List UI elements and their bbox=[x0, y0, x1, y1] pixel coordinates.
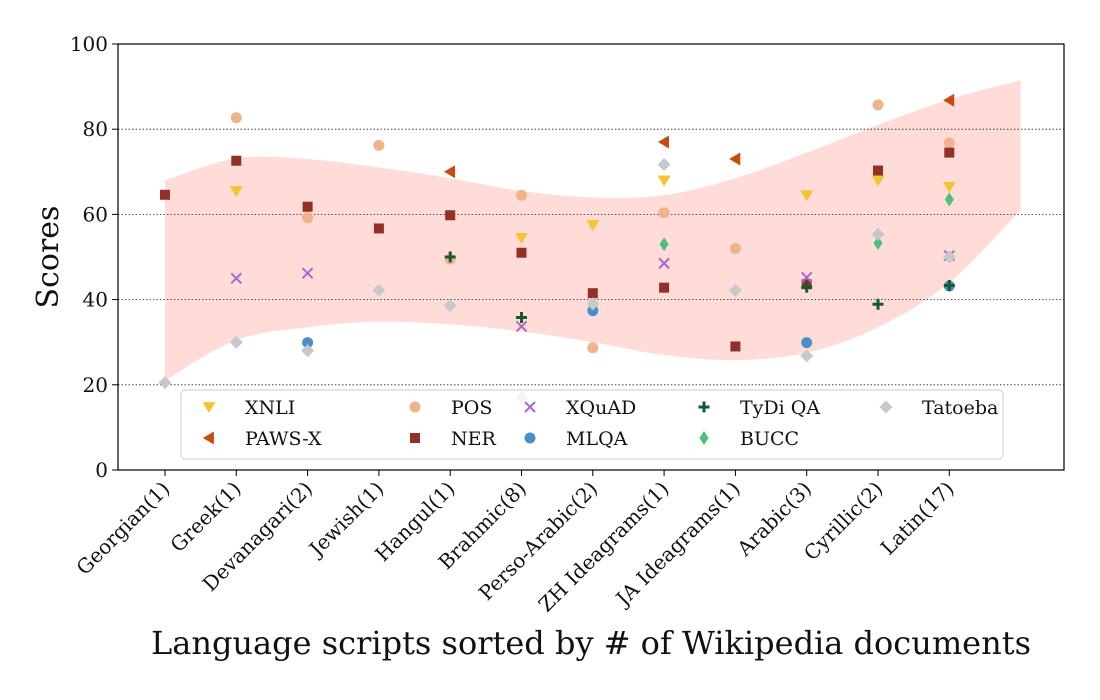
point-ner bbox=[516, 247, 527, 258]
y-tick-label: 60 bbox=[83, 202, 108, 226]
legend-label-ner: NER bbox=[451, 428, 496, 450]
x-axis-label: Language scripts sorted by # of Wikipedi… bbox=[151, 624, 1031, 662]
legend-marker-tatoeba bbox=[879, 400, 893, 414]
point-pos bbox=[729, 242, 741, 254]
legend-marker-ner bbox=[410, 433, 420, 443]
point-ner bbox=[373, 223, 384, 234]
point-xquad bbox=[800, 271, 813, 284]
point-tatoeba bbox=[443, 299, 457, 313]
point-xnli bbox=[800, 190, 814, 202]
legend-marker-xquad bbox=[524, 401, 536, 413]
point-mlqa bbox=[587, 305, 599, 317]
point-ner bbox=[944, 147, 955, 158]
point-xquad bbox=[230, 272, 243, 285]
point-tydi-qa bbox=[444, 251, 456, 263]
point-tydi-qa bbox=[801, 281, 813, 293]
point-xnli bbox=[871, 175, 885, 187]
legend-marker-bucc bbox=[699, 431, 709, 445]
plot-frame bbox=[117, 43, 1065, 471]
point-xnli bbox=[586, 220, 600, 232]
point-tatoeba bbox=[229, 335, 243, 349]
point-pos bbox=[587, 342, 599, 354]
legend-label-xquad: XQuAD bbox=[566, 397, 636, 419]
point-tatoeba bbox=[586, 297, 600, 311]
legend-marker-tydi-qa bbox=[698, 401, 710, 413]
legend-label-tydi-qa: TyDi QA bbox=[740, 397, 820, 419]
x-tick-label: Georgian(1) bbox=[71, 477, 174, 580]
legend-label-mlqa: MLQA bbox=[566, 428, 628, 450]
y-tick-label: 40 bbox=[83, 288, 108, 312]
point-xquad bbox=[658, 257, 670, 270]
y-axis-label: Scores bbox=[31, 206, 66, 309]
point-mlqa bbox=[801, 337, 813, 349]
point-pos bbox=[302, 212, 314, 224]
point-pos bbox=[516, 189, 527, 201]
point-xnli bbox=[657, 175, 671, 187]
legend-marker-pos bbox=[409, 401, 421, 413]
point-tatoeba bbox=[372, 283, 386, 297]
point-ner bbox=[587, 288, 598, 299]
x-tick-label: Latin(17) bbox=[876, 477, 959, 560]
legend-marker-mlqa bbox=[524, 432, 536, 444]
legend: XNLI PAWS-X POS NER XQuAD MLQA TyDi QA BUCC Tato… bbox=[180, 389, 1004, 460]
point-pos bbox=[230, 112, 242, 124]
point-ner bbox=[302, 201, 313, 212]
legend-label-xnli: XNLI bbox=[245, 397, 295, 419]
point-ner bbox=[730, 341, 741, 352]
legend-label-pos: POS bbox=[451, 397, 492, 419]
point-bucc bbox=[873, 235, 883, 250]
point-ner bbox=[231, 155, 242, 166]
point-tydi-qa bbox=[943, 280, 955, 292]
y-tick-label: 0 bbox=[95, 458, 108, 482]
point-xnli bbox=[942, 181, 956, 193]
y-axis: 0 20 40 60 80 100 bbox=[70, 32, 118, 482]
legend-box bbox=[180, 389, 1004, 460]
legend-label-tatoeba: Tatoeba bbox=[922, 397, 998, 419]
y-tick-label: 100 bbox=[70, 32, 108, 56]
point-xnli bbox=[229, 186, 243, 198]
point-ner bbox=[659, 282, 670, 293]
point-tatoeba bbox=[942, 250, 956, 264]
point-pos bbox=[658, 207, 670, 219]
legend-marker-paws-x bbox=[202, 431, 214, 445]
x-tick-label: JA Ideagrams(1) bbox=[610, 477, 745, 612]
point-tatoeba bbox=[301, 344, 315, 358]
point-tatoeba bbox=[728, 283, 742, 297]
point-paws-x bbox=[943, 93, 955, 107]
point-ner bbox=[160, 189, 170, 200]
point-bucc bbox=[659, 237, 669, 252]
point-xquad bbox=[515, 320, 528, 333]
point-tatoeba bbox=[800, 349, 814, 363]
point-tatoeba bbox=[158, 376, 172, 390]
legend-label-paws-x: PAWS-X bbox=[245, 428, 322, 450]
point-ner bbox=[445, 210, 456, 221]
point-pos bbox=[872, 99, 884, 111]
x-tick-label: ZH Ideagrams(1) bbox=[534, 477, 674, 617]
x-axis: Georgian(1)Greek(1)Devanagari(2)Jewish(1… bbox=[71, 470, 959, 617]
point-bucc bbox=[944, 192, 954, 207]
point-pos bbox=[943, 137, 955, 149]
point-tydi-qa bbox=[872, 298, 884, 310]
point-xnli bbox=[515, 232, 528, 245]
point-xquad bbox=[301, 267, 314, 279]
point-paws-x bbox=[444, 165, 456, 179]
y-tick-label: 20 bbox=[83, 373, 108, 397]
gridlines bbox=[118, 128, 1064, 386]
point-mlqa bbox=[302, 337, 314, 349]
point-paws-x bbox=[729, 152, 741, 166]
point-tatoeba bbox=[871, 227, 885, 241]
point-pos bbox=[373, 139, 385, 151]
data-points bbox=[158, 93, 956, 404]
point-tydi-qa bbox=[516, 311, 527, 323]
point-ner bbox=[873, 165, 883, 176]
y-tick-label: 80 bbox=[83, 117, 108, 141]
point-tatoeba bbox=[657, 158, 671, 172]
point-paws-x bbox=[657, 135, 669, 149]
x-tick-label: Perso-Arabic(2) bbox=[474, 477, 602, 605]
legend-label-bucc: BUCC bbox=[740, 428, 799, 450]
legend-marker-xnli bbox=[202, 402, 216, 414]
